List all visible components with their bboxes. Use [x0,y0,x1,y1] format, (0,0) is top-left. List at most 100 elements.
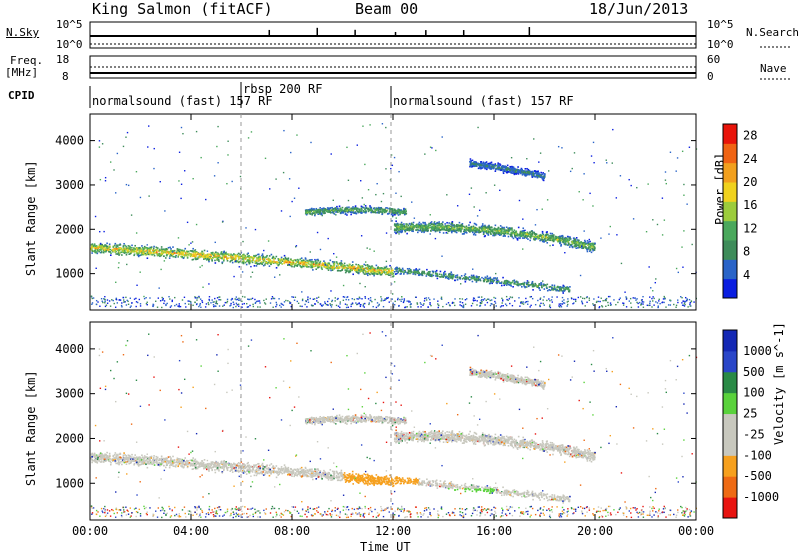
power-cell [323,260,325,262]
power-cell [309,259,312,261]
power-cell [419,229,421,232]
power-cell [580,241,582,243]
power-cell [456,278,459,281]
power-cell [453,230,456,233]
power-cell [103,298,105,300]
power-cell [521,234,524,237]
power-cell [333,261,336,263]
power-cell [300,257,303,259]
power-cell [367,207,369,210]
power-cell [423,303,425,305]
power-cell [254,301,257,304]
power-cell [386,207,389,209]
power-cell [486,232,488,235]
nave-tick-bottom: 0 [707,70,714,83]
power-cell [394,268,397,270]
power-cell [556,286,558,289]
power-cell [355,270,357,273]
power-cell [521,174,524,176]
power-cell [471,231,474,234]
power-cell [192,247,194,250]
power-cell [172,246,174,248]
power-cell [446,229,449,232]
power-cell [114,242,117,245]
power-cell [351,266,354,268]
power-cell [344,269,347,271]
power-cell [472,274,475,277]
power-cell [561,300,564,303]
power-cell [445,225,448,228]
power-cell [489,276,492,279]
power-cell [218,255,220,257]
power-cell [427,227,429,229]
power-cell [463,228,466,231]
power-cell [227,257,230,259]
power-cell [304,264,306,266]
power-cell [198,255,201,258]
power-cell [190,302,192,304]
power-cell [566,238,569,241]
power-cell [450,223,452,225]
power-cell [506,232,509,235]
power-cell [284,256,287,259]
power-cell [127,245,130,247]
power-cell [200,252,202,254]
power-cell [212,304,215,306]
date-label: 18/Jun/2013 [589,0,689,18]
power-cell [137,253,140,255]
power-cell [347,299,350,301]
power-cell [354,208,357,210]
power-cell [472,275,475,278]
power-cell [560,235,562,238]
power-cell [352,206,354,208]
power-cell [437,304,440,307]
power-cell [312,269,314,271]
power-cell [476,279,479,281]
power-cell [482,228,485,231]
power-cell [343,262,346,265]
power-cell [126,251,129,253]
power-cell [119,244,122,246]
power-cell [426,225,429,228]
power-cell [335,211,337,213]
power-cell [475,277,477,280]
power-cell [287,263,290,265]
power-cell [268,255,271,257]
power-cell [443,228,446,231]
power-cell [543,240,545,243]
power-cell [341,269,344,271]
power-cell [529,236,531,238]
power-cell [450,273,453,276]
power-cell [427,224,430,227]
power-cell [521,233,524,236]
power-cell [476,162,478,165]
power-cell [364,205,367,207]
power-cell [391,208,394,210]
power-cell [407,224,410,227]
power-cell [295,259,297,261]
power-cell [436,273,439,276]
power-cell [593,242,595,245]
power-cell [445,276,447,278]
power-cell [529,296,531,298]
power-cell [368,303,370,306]
power-cell [675,304,678,307]
power-cell [118,254,120,256]
freq-label-line1: Freq. [10,54,44,67]
power-cell [284,259,286,261]
power-cell [330,266,332,268]
power-cell [336,209,338,211]
power-cell [390,270,392,273]
power-cell [149,253,151,256]
power-cell [341,264,344,267]
power-cell [504,169,506,172]
power-cell [320,267,323,269]
power-cell [492,232,495,235]
power-cell [664,298,666,300]
power-cell [478,296,481,298]
power-cell [145,302,148,305]
power-cell [567,300,569,303]
power-cell [224,255,226,257]
power-cell [470,226,473,228]
power-cell [513,229,516,231]
